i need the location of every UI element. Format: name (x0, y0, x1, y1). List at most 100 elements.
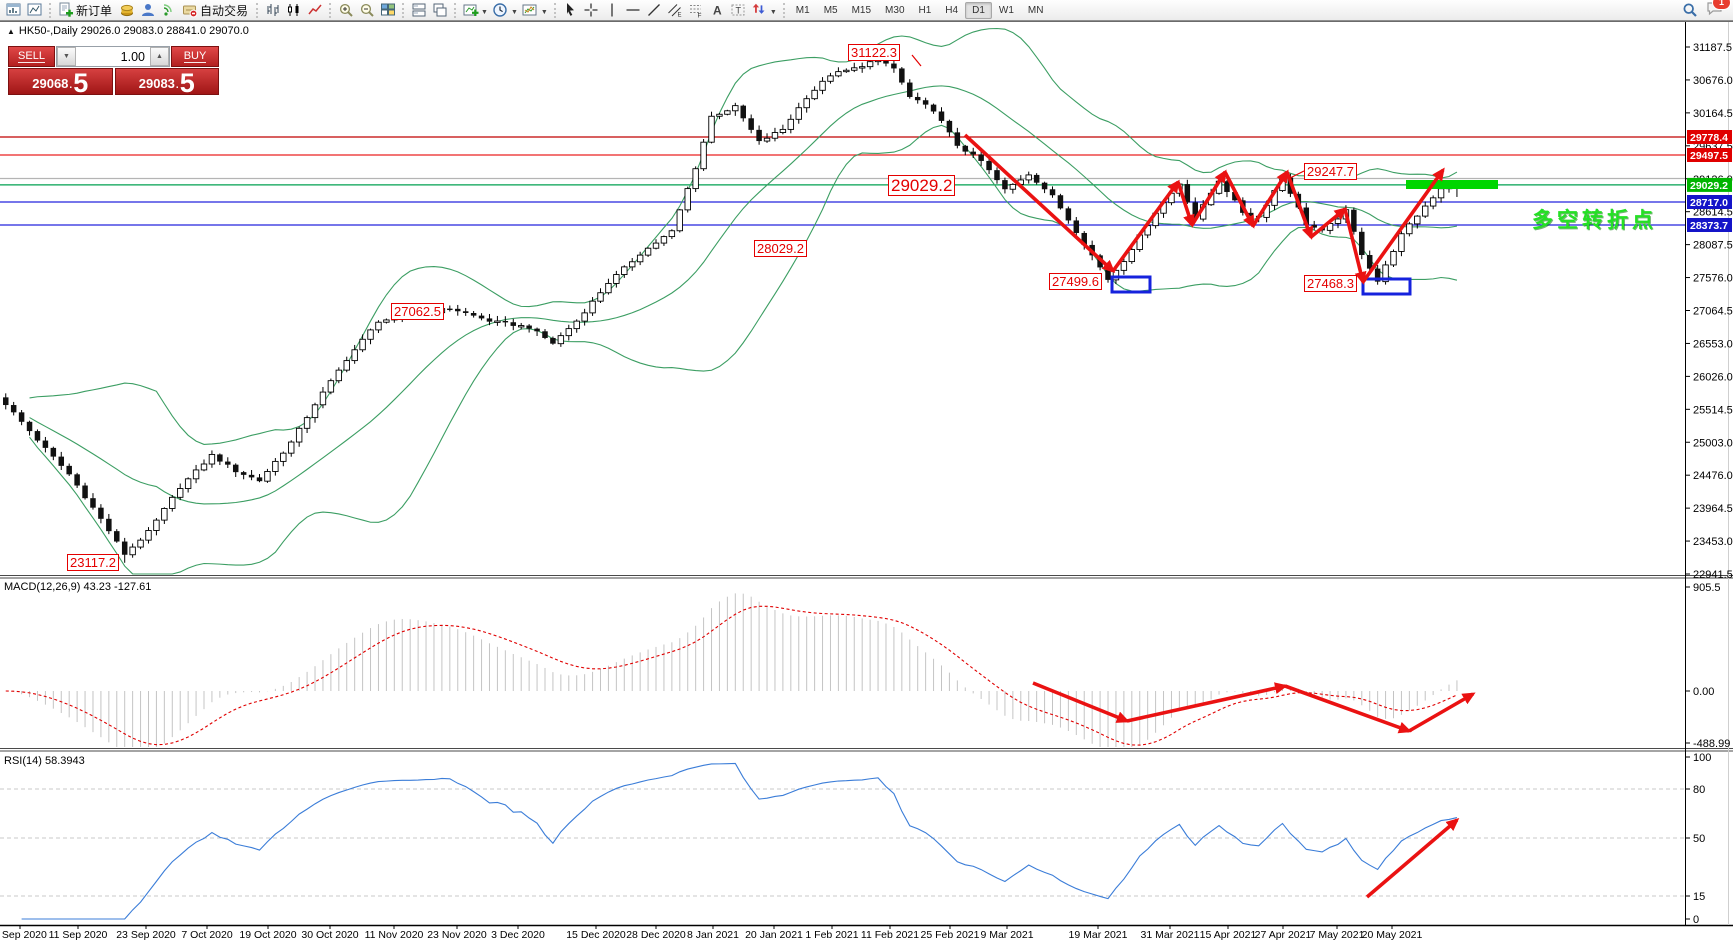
template-icon[interactable] (520, 1, 541, 19)
timeframe-button-d1[interactable]: D1 (965, 1, 992, 19)
trendline-icon[interactable] (644, 1, 665, 19)
volume-input[interactable]: 1.00 (120, 49, 145, 64)
price-annotation-label[interactable]: 31122.3 (848, 44, 901, 61)
new-order-icon-label[interactable]: 新订单 (76, 3, 113, 18)
svg-text:11 Sep 2020: 11 Sep 2020 (49, 929, 108, 940)
cascade-windows-icon[interactable] (429, 1, 450, 19)
timeframe-button-h1[interactable]: H1 (918, 4, 932, 16)
price-annotation-label[interactable]: 27499.6 (1049, 273, 1102, 290)
price-annotation-label[interactable]: 29247.7 (1304, 163, 1357, 180)
bid-price[interactable]: 29068. 5 (8, 68, 113, 98)
bull-bear-turning-point-note[interactable]: 多空转折点 (1532, 209, 1657, 232)
svg-text:7 Oct 2020: 7 Oct 2020 (181, 929, 233, 940)
toolbar-group (3, 0, 45, 20)
autotrade-icon[interactable] (179, 1, 200, 19)
zoom-in-icon[interactable] (335, 1, 356, 19)
price-annotation-label[interactable]: 23117.2 (67, 554, 120, 571)
buy-button[interactable]: BUY (171, 46, 219, 67)
chart-window-icon[interactable] (3, 1, 24, 19)
candlesticks (3, 51, 1461, 563)
svg-text:24476.0: 24476.0 (1693, 470, 1733, 482)
toolbar-separator (402, 2, 405, 18)
price-annotation-label[interactable]: 27062.5 (391, 303, 444, 320)
ask-price[interactable]: 29083. 5 (114, 68, 219, 97)
vertical-line-icon[interactable] (602, 1, 623, 19)
shapes-icon-dropdown-caret[interactable]: ▼ (769, 8, 777, 16)
add-indicator-icon[interactable] (460, 1, 481, 19)
svg-text:0: 0 (1693, 914, 1699, 926)
svg-text:20 May 2021: 20 May 2021 (1362, 929, 1423, 940)
volume-stepper: ▼ 1.00 ▲ (56, 46, 170, 67)
one-click-trading-panel: SELL ▼ 1.00 ▲ BUY 29068. 5 29083. 5 (8, 46, 219, 98)
toolbar-group (262, 0, 325, 20)
line-chart-icon[interactable] (304, 1, 325, 19)
cursor-icon[interactable] (560, 1, 581, 19)
sell-button[interactable]: SELL (8, 46, 55, 67)
crosshair-icon[interactable] (581, 1, 602, 19)
new-order-icon[interactable] (55, 1, 76, 19)
label-icon[interactable]: T (728, 1, 749, 19)
channel-icon[interactable]: E (665, 1, 686, 19)
shapes-icon[interactable] (749, 1, 770, 19)
green-supply-zone (1406, 180, 1498, 189)
arrange-windows-icon[interactable] (408, 1, 429, 19)
svg-text:23 Sep 2020: 23 Sep 2020 (116, 929, 176, 940)
autotrade-icon-label[interactable]: 自动交易 (200, 3, 249, 18)
rsi-indicator-label: RSI(14) 58.3943 (4, 755, 85, 767)
svg-text:30676.0: 30676.0 (1693, 75, 1733, 87)
zoom-out-icon[interactable] (356, 1, 377, 19)
tick-chart-icon[interactable] (24, 1, 45, 19)
panel-separators[interactable] (0, 575, 1733, 752)
blue-support-boxes[interactable] (1110, 275, 1412, 296)
volume-decrease-button[interactable]: ▼ (57, 47, 76, 66)
bollinger-bands (29, 27, 1458, 575)
svg-text:19 Oct 2020: 19 Oct 2020 (239, 929, 296, 940)
volume-increase-button[interactable]: ▲ (150, 47, 169, 66)
price-annotation-label[interactable]: 29029.2 (888, 175, 956, 196)
candles-icon[interactable] (283, 1, 304, 19)
timeframe-button-h4[interactable]: H4 (945, 4, 959, 16)
svg-text:28087.5: 28087.5 (1693, 240, 1733, 252)
text-icon[interactable]: A (707, 1, 728, 19)
tile-windows-icon[interactable] (377, 1, 398, 19)
add-indicator-icon-dropdown-caret[interactable]: ▼ (481, 8, 488, 16)
timeframe-button-w1[interactable]: W1 (998, 4, 1014, 16)
fibonacci-icon[interactable]: F (686, 1, 707, 19)
period-icon[interactable] (490, 1, 511, 19)
timeframe-button-m15[interactable]: M15 (851, 4, 872, 16)
signals-icon[interactable] (158, 1, 179, 19)
macd-histogram (13, 593, 1458, 747)
template-icon-dropdown-caret[interactable]: ▼ (540, 8, 548, 16)
search-icon[interactable] (1679, 1, 1700, 19)
bars-icon[interactable] (262, 1, 283, 19)
svg-text:23964.5: 23964.5 (1693, 503, 1733, 515)
svg-text:9 Mar 2021: 9 Mar 2021 (980, 929, 1033, 940)
timeframe-button-m30[interactable]: M30 (885, 4, 905, 16)
svg-text:0.00: 0.00 (1693, 686, 1714, 698)
svg-text:28717.0: 28717.0 (1690, 197, 1728, 209)
timeframe-button-m1[interactable]: M1 (795, 4, 810, 16)
bid-decimal: . (69, 80, 73, 91)
svg-text:50: 50 (1693, 833, 1705, 845)
svg-text:31187.5: 31187.5 (1693, 42, 1732, 54)
period-icon-dropdown-caret[interactable]: ▼ (510, 8, 518, 16)
svg-text:27576.0: 27576.0 (1693, 273, 1733, 285)
timeframe-button-mn[interactable]: MN (1027, 4, 1044, 16)
community-icon[interactable] (137, 1, 158, 19)
price-annotation-label[interactable]: 27468.3 (1304, 275, 1357, 292)
horizontal-line-icon[interactable] (623, 1, 644, 19)
notification-badge: 1 (1712, 0, 1731, 10)
collapse-panel-icon[interactable]: ▲ (7, 27, 15, 36)
deposit-icon[interactable] (116, 1, 137, 19)
ask-price-main: 29083 (138, 76, 175, 91)
chat-icon[interactable]: 1 (1706, 0, 1731, 21)
price-annotation-label[interactable]: 28029.2 (754, 240, 807, 257)
bid-price-big-digit: 5 (73, 68, 89, 98)
timeframe-button-m5[interactable]: M5 (823, 4, 838, 16)
svg-text:A: A (713, 4, 722, 18)
trend-zigzag-arrows[interactable] (911, 54, 1476, 899)
svg-text:8 Jan 2021: 8 Jan 2021 (687, 929, 739, 940)
